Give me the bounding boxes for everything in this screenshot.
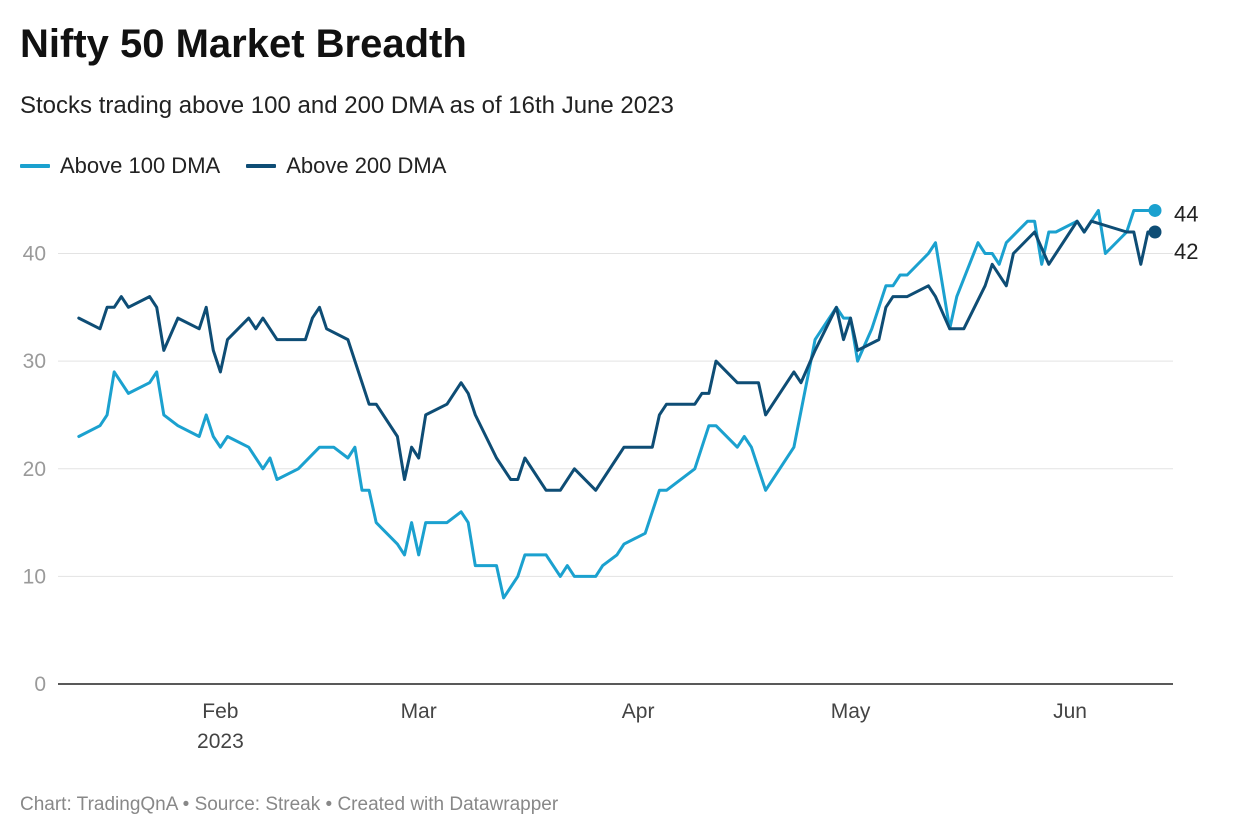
x-tick-label-may: May xyxy=(831,700,871,723)
x-tick-label-feb: Feb xyxy=(202,700,238,723)
legend: Above 100 DMA Above 200 DMA xyxy=(20,153,472,179)
legend-label-above-200: Above 200 DMA xyxy=(286,153,447,178)
series-end-label-above-100-dma: 44 xyxy=(1174,201,1198,226)
legend-swatch-above-200 xyxy=(246,164,277,168)
chart-subtitle: Stocks trading above 100 and 200 DMA as … xyxy=(20,92,674,119)
y-tick-label-10: 10 xyxy=(23,565,46,588)
y-tick-label-0: 0 xyxy=(34,673,46,696)
chart-footer: Chart: TradingQnA • Source: Streak • Cre… xyxy=(20,794,559,815)
legend-item-above-200: Above 200 DMA xyxy=(246,153,446,179)
legend-label-above-100: Above 100 DMA xyxy=(60,153,221,178)
series-end-marker-above-200-dma xyxy=(1148,225,1162,239)
x-tick-label-jun: Jun xyxy=(1053,700,1087,723)
series-end-marker-above-100-dma xyxy=(1148,203,1162,217)
y-tick-label-30: 30 xyxy=(23,350,46,373)
y-tick-label-40: 40 xyxy=(23,243,46,266)
series-end-label-above-200-dma: 42 xyxy=(1174,239,1198,264)
x-tick-label-mar: Mar xyxy=(401,700,437,723)
series-line-above-100-dma xyxy=(77,209,1157,600)
x-tick-label-apr: Apr xyxy=(622,700,655,723)
legend-swatch-above-100 xyxy=(20,164,50,168)
series-line-above-200-dma xyxy=(77,219,1157,492)
x-tick-sublabel-0: 2023 xyxy=(197,730,244,753)
chart-title: Nifty 50 Market Breadth xyxy=(20,22,467,66)
y-tick-label-20: 20 xyxy=(23,458,46,481)
legend-item-above-100: Above 100 DMA xyxy=(20,153,220,179)
